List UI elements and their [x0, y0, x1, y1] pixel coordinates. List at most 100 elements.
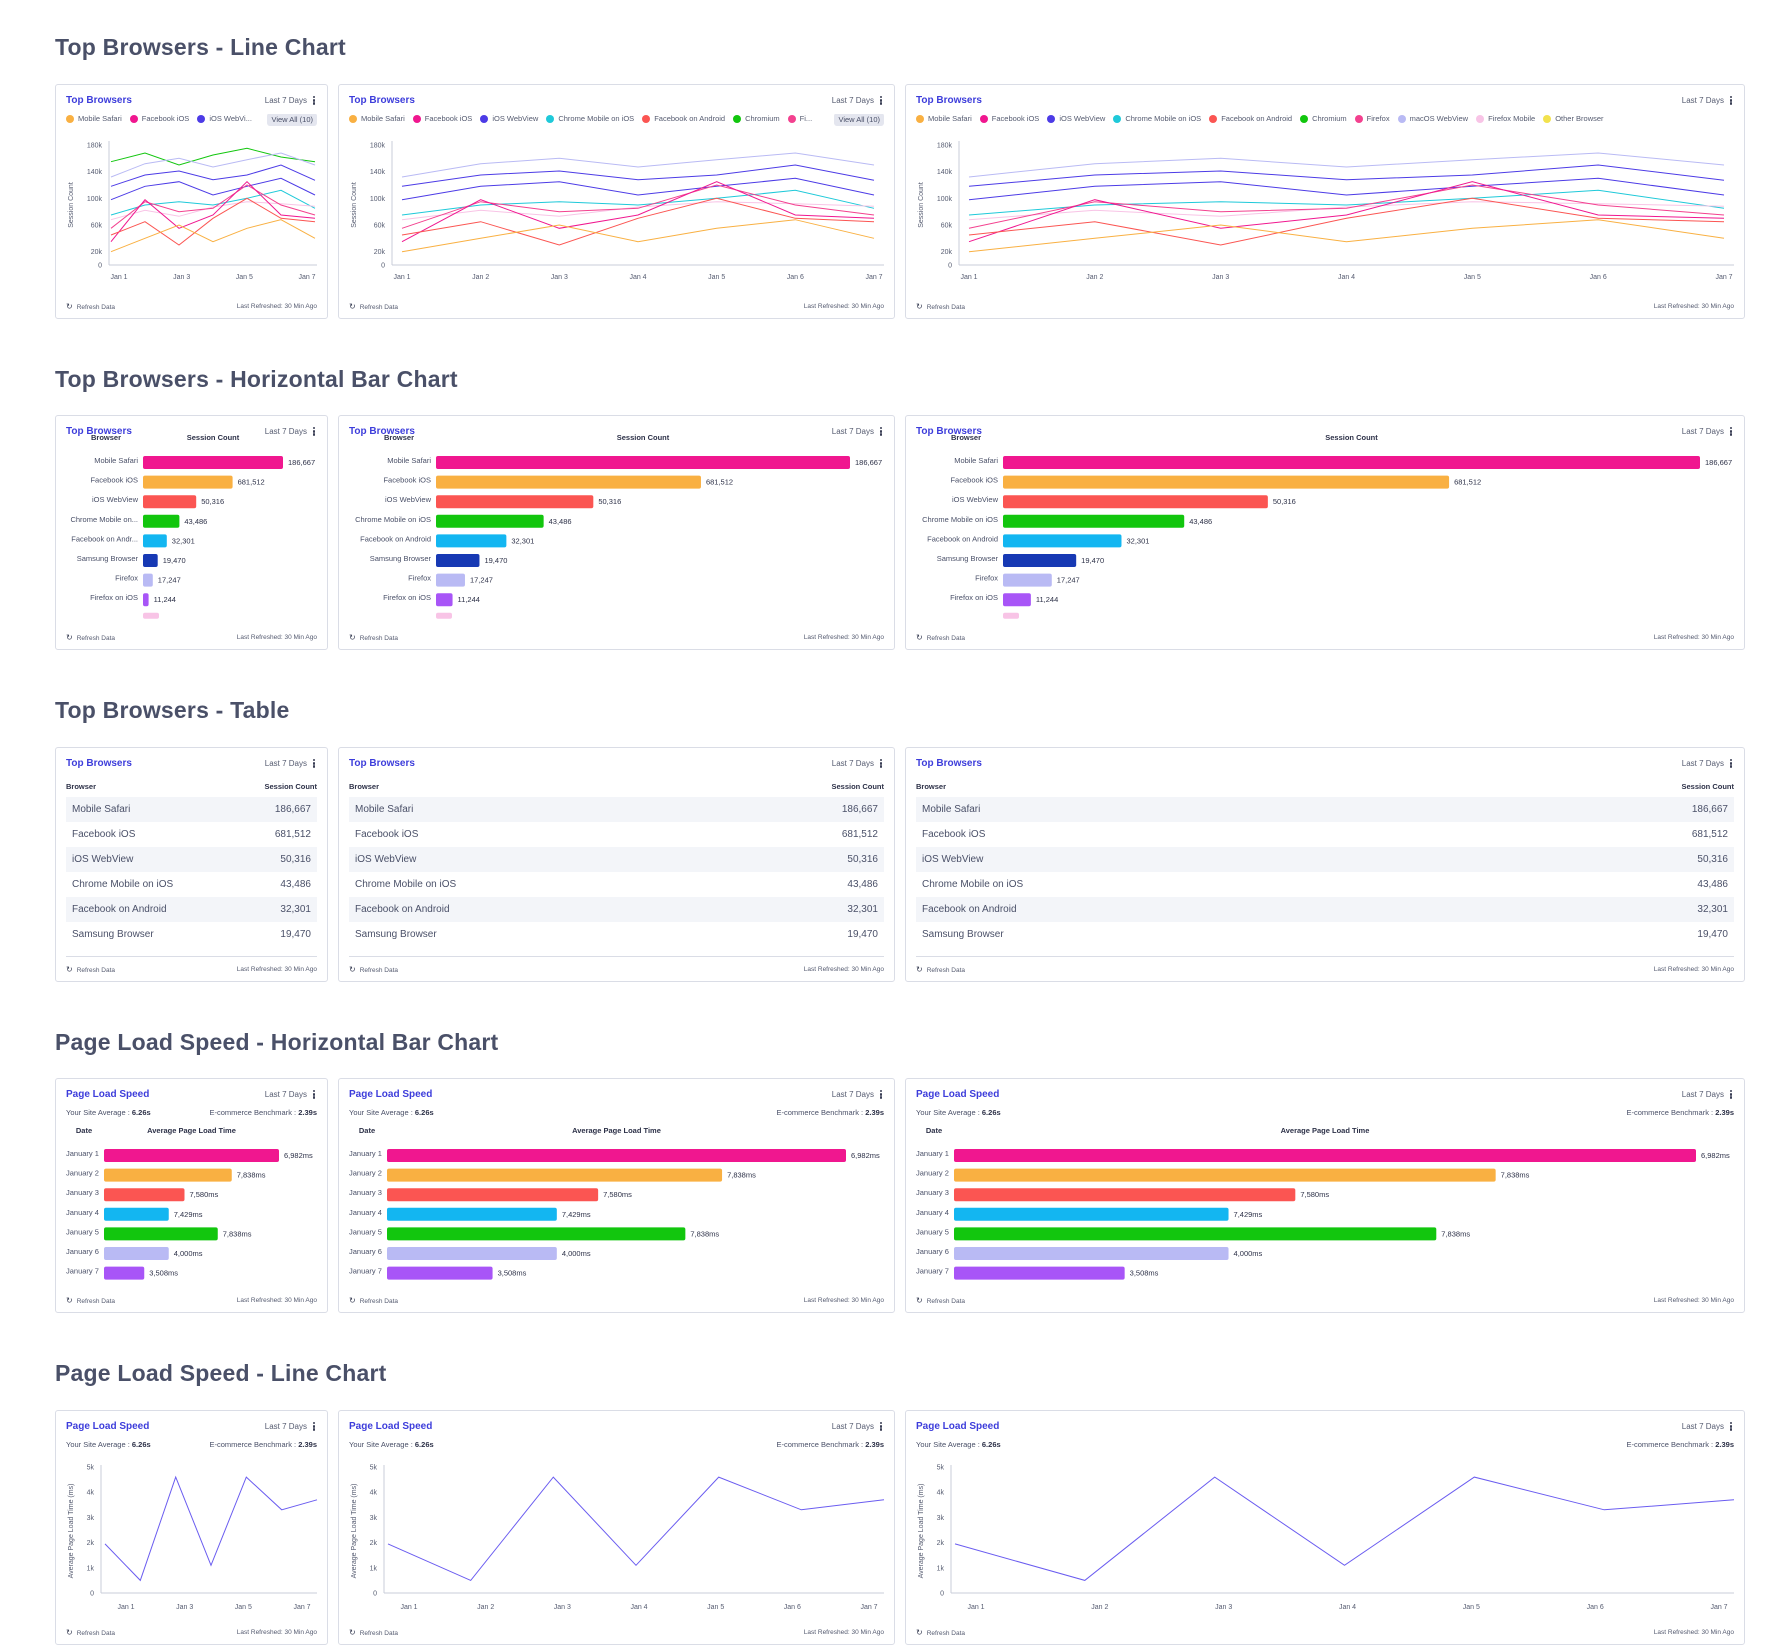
- col-header-session-count[interactable]: Session Count: [831, 782, 884, 791]
- bar[interactable]: [143, 593, 149, 607]
- table-row[interactable]: Facebook iOS 681,512: [916, 822, 1734, 847]
- legend-item[interactable]: iOS WebView: [480, 114, 538, 123]
- bar[interactable]: [387, 1149, 846, 1162]
- more-options-icon[interactable]: [311, 426, 317, 438]
- bar[interactable]: [387, 1227, 686, 1241]
- bar[interactable]: [104, 1207, 169, 1221]
- col-header-browser[interactable]: Browser: [349, 782, 380, 791]
- refresh-data-button[interactable]: ↻ Refresh Data: [66, 1629, 115, 1637]
- date-range-selector[interactable]: Last 7 Days: [264, 427, 307, 436]
- card-title[interactable]: Page Load Speed: [349, 1421, 433, 1432]
- date-range-selector[interactable]: Last 7 Days: [264, 1090, 307, 1099]
- card-title[interactable]: Page Load Speed: [66, 1421, 150, 1432]
- bar[interactable]: [436, 554, 480, 567]
- table-row[interactable]: iOS WebView 50,316: [916, 847, 1734, 872]
- refresh-data-button[interactable]: ↻ Refresh Data: [66, 1297, 115, 1305]
- more-options-icon[interactable]: [878, 426, 884, 438]
- bar[interactable]: [436, 514, 544, 528]
- view-all-button[interactable]: View All (10): [834, 114, 884, 126]
- card-title[interactable]: Top Browsers: [66, 758, 132, 769]
- bar[interactable]: [1003, 573, 1052, 587]
- legend-item[interactable]: Firefox: [1354, 114, 1390, 123]
- more-options-icon[interactable]: [878, 95, 884, 107]
- refresh-data-button[interactable]: ↻ Refresh Data: [916, 966, 965, 974]
- bar[interactable]: [954, 1266, 1125, 1280]
- table-row[interactable]: Facebook iOS 681,512: [66, 822, 317, 847]
- bar[interactable]: [436, 456, 850, 469]
- table-row[interactable]: Facebook on Android 32,301: [916, 897, 1734, 922]
- more-options-icon[interactable]: [878, 1421, 884, 1433]
- card-title[interactable]: Top Browsers: [916, 426, 982, 437]
- bar[interactable]: [104, 1188, 185, 1202]
- table-row[interactable]: Samsung Browser 19,470: [916, 922, 1734, 947]
- refresh-data-button[interactable]: ↻ Refresh Data: [66, 303, 115, 311]
- refresh-data-button[interactable]: ↻ Refresh Data: [349, 1629, 398, 1637]
- date-range-selector[interactable]: Last 7 Days: [264, 96, 307, 105]
- col-header-browser[interactable]: Browser: [66, 782, 97, 791]
- table-body[interactable]: Mobile Safari 186,667 Facebook iOS 681,512 i…: [916, 797, 1734, 972]
- more-options-icon[interactable]: [1728, 1421, 1734, 1433]
- bar[interactable]: [143, 554, 158, 567]
- legend-item[interactable]: Firefox Mobile: [1476, 114, 1535, 123]
- table-row[interactable]: iOS WebView 50,316: [349, 847, 884, 872]
- table-row[interactable]: Mobile Safari 186,667: [66, 797, 317, 822]
- bar[interactable]: [143, 475, 233, 489]
- legend-item[interactable]: iOS WebVi...: [197, 114, 252, 123]
- table-row[interactable]: Chrome Mobile on iOS 43,486: [916, 872, 1734, 897]
- table-row[interactable]: Facebook iOS 681,512: [349, 822, 884, 847]
- table-row[interactable]: iOS WebView 50,316: [66, 847, 317, 872]
- date-range-selector[interactable]: Last 7 Days: [1681, 96, 1724, 105]
- more-options-icon[interactable]: [878, 1089, 884, 1101]
- legend-item[interactable]: Facebook iOS: [129, 114, 189, 123]
- legend-item[interactable]: Other Browser: [1543, 114, 1604, 123]
- more-options-icon[interactable]: [1728, 758, 1734, 770]
- legend-item[interactable]: Fi...: [787, 114, 812, 123]
- more-options-icon[interactable]: [878, 758, 884, 770]
- bar[interactable]: [387, 1207, 557, 1221]
- legend-item[interactable]: Mobile Safari: [916, 114, 972, 123]
- date-range-selector[interactable]: Last 7 Days: [1681, 427, 1724, 436]
- more-options-icon[interactable]: [311, 758, 317, 770]
- bar[interactable]: [143, 495, 197, 509]
- date-range-selector[interactable]: Last 7 Days: [1681, 1422, 1724, 1431]
- card-title[interactable]: Top Browsers: [916, 95, 982, 106]
- date-range-selector[interactable]: Last 7 Days: [264, 1422, 307, 1431]
- bar[interactable]: [1003, 495, 1268, 509]
- date-range-selector[interactable]: Last 7 Days: [264, 759, 307, 768]
- bar[interactable]: [104, 1168, 232, 1182]
- bar[interactable]: [387, 1188, 599, 1202]
- col-header-session-count[interactable]: Session Count: [264, 782, 317, 791]
- card-title[interactable]: Top Browsers: [916, 758, 982, 769]
- table-body[interactable]: Mobile Safari 186,667 Facebook iOS 681,512 i…: [66, 797, 317, 972]
- card-title[interactable]: Page Load Speed: [66, 1089, 150, 1100]
- bar[interactable]: [954, 1188, 1296, 1202]
- legend-item[interactable]: Chrome Mobile on iOS: [546, 114, 634, 123]
- card-title[interactable]: Page Load Speed: [349, 1089, 433, 1100]
- table-row[interactable]: Facebook on Android 32,301: [349, 897, 884, 922]
- table-row[interactable]: Chrome Mobile on iOS 43,486: [349, 872, 884, 897]
- date-range-selector[interactable]: Last 7 Days: [831, 427, 874, 436]
- bar[interactable]: [1003, 514, 1185, 528]
- bar[interactable]: [143, 573, 153, 587]
- refresh-data-button[interactable]: ↻ Refresh Data: [349, 1297, 398, 1305]
- bar[interactable]: [954, 1227, 1437, 1241]
- date-range-selector[interactable]: Last 7 Days: [1681, 1090, 1724, 1099]
- legend-item[interactable]: Chromium: [733, 114, 780, 123]
- bar[interactable]: [954, 1207, 1229, 1221]
- legend-item[interactable]: Facebook on Android: [1209, 114, 1292, 123]
- bar[interactable]: [143, 534, 167, 548]
- more-options-icon[interactable]: [311, 1089, 317, 1101]
- bar[interactable]: [104, 1149, 279, 1162]
- more-options-icon[interactable]: [1728, 426, 1734, 438]
- col-header-browser[interactable]: Browser: [916, 782, 947, 791]
- table-row[interactable]: Mobile Safari 186,667: [916, 797, 1734, 822]
- refresh-data-button[interactable]: ↻ Refresh Data: [349, 634, 398, 642]
- col-header-session-count[interactable]: Session Count: [1681, 782, 1734, 791]
- date-range-selector[interactable]: Last 7 Days: [831, 96, 874, 105]
- card-title[interactable]: Top Browsers: [349, 95, 415, 106]
- table-row[interactable]: Chrome Mobile on iOS 43,486: [66, 872, 317, 897]
- more-options-icon[interactable]: [1728, 1089, 1734, 1101]
- refresh-data-button[interactable]: ↻ Refresh Data: [916, 1297, 965, 1305]
- legend-item[interactable]: Chromium: [1300, 114, 1347, 123]
- bar[interactable]: [954, 1247, 1229, 1260]
